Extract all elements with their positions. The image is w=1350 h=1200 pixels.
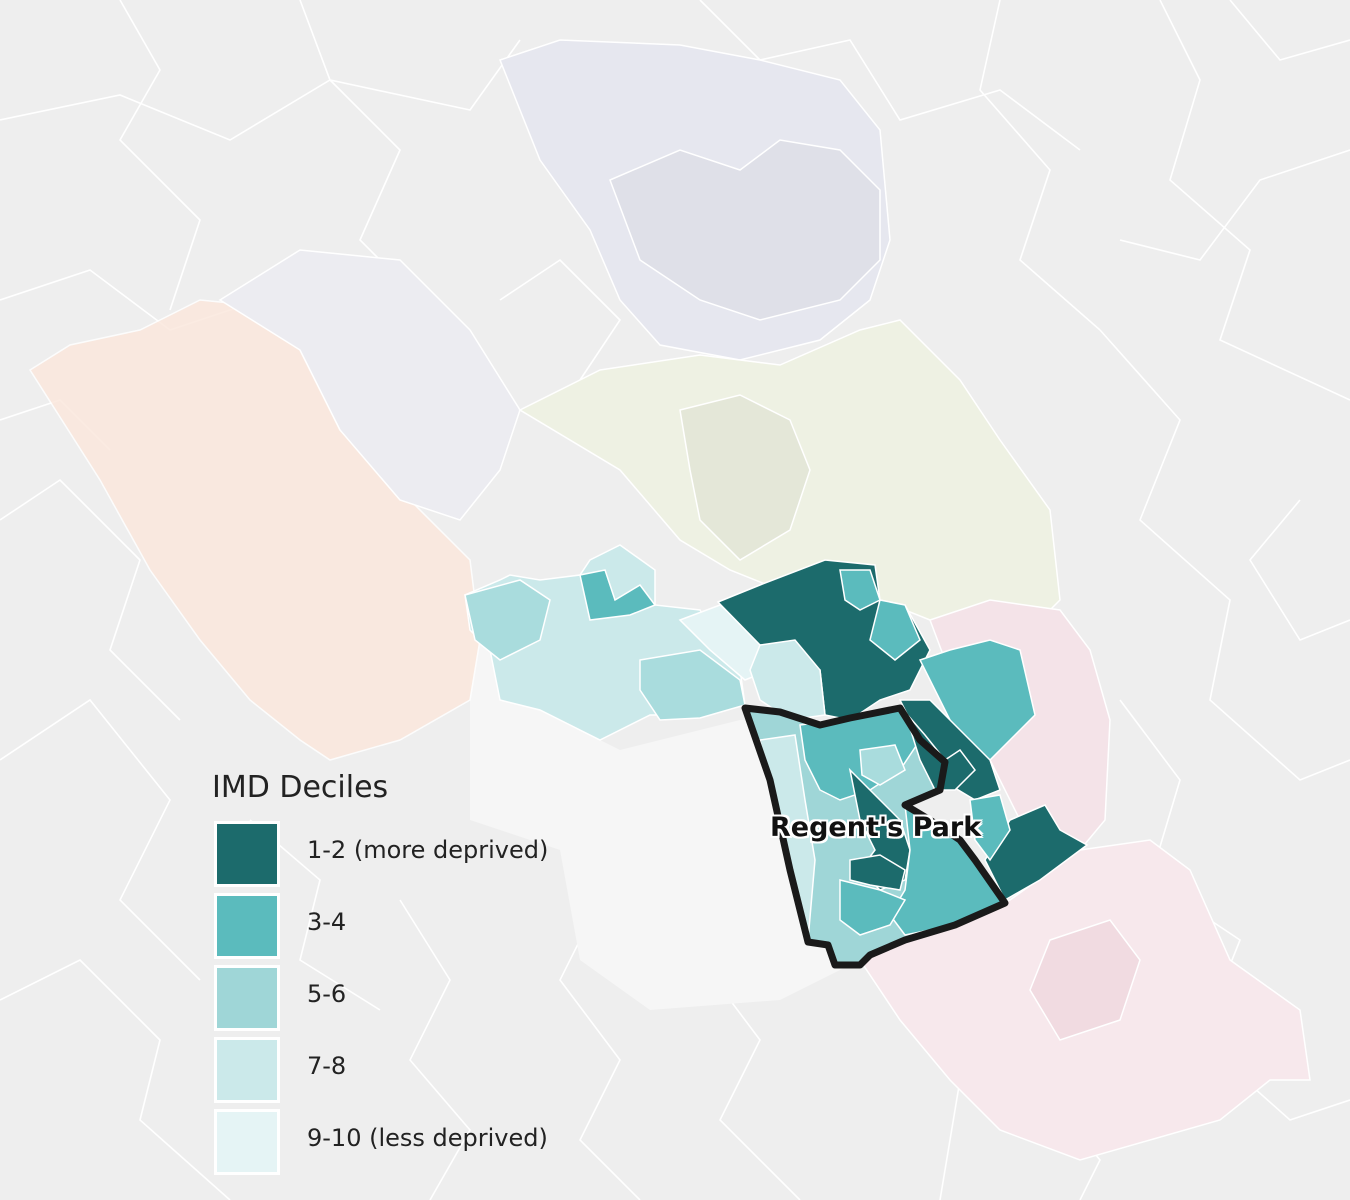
- legend-label: 7-8: [307, 1052, 347, 1080]
- area-east-decile-3-4-b: [969, 794, 1011, 862]
- legend-item: 3-4: [212, 893, 612, 965]
- legend-label: 9-10 (less deprived): [307, 1124, 548, 1152]
- area-north-decile-3-4-a: [839, 569, 881, 611]
- area-north-decile-3-4-b: [869, 599, 921, 661]
- legend-item: 1-2 (more deprived): [212, 821, 612, 893]
- ward-decile-5-6-inner: [859, 744, 906, 786]
- regents-park-boundary: [741, 704, 1009, 969]
- legend-swatch: [214, 1037, 280, 1103]
- legend-item: 7-8: [212, 1037, 612, 1109]
- faded-ward-northwest-2: [218, 249, 521, 521]
- faded-ward-northeast-inner: [679, 394, 811, 561]
- legend-label: 3-4: [307, 908, 347, 936]
- legend-label: 1-2 (more deprived): [307, 836, 549, 864]
- regents-park-label: Regent's Park: [770, 812, 982, 843]
- faded-ward-north-inner: [609, 139, 881, 321]
- central-light-area: [470, 600, 860, 1010]
- faded-ward-southeast-inner: [1029, 919, 1141, 1041]
- legend: IMD Deciles 1-2 (more deprived) 3-4 5-6 …: [212, 770, 612, 1181]
- legend-swatch: [214, 893, 280, 959]
- legend-swatch: [214, 965, 280, 1031]
- ward-decile-1-2-south: [849, 854, 906, 891]
- ward-decile-3-4-south: [839, 879, 907, 936]
- legend-item: 9-10 (less deprived): [212, 1109, 612, 1181]
- area-southeast-decile-1-2: [984, 804, 1089, 902]
- legend-swatch: [214, 1109, 280, 1175]
- legend-item: 5-6: [212, 965, 612, 1037]
- ward-decile-1-2-northeast: [904, 711, 976, 791]
- area-west-decile-5-6-b: [639, 649, 746, 721]
- area-west-decile-5-6-a: [464, 579, 551, 661]
- legend-label: 5-6: [307, 980, 347, 1008]
- legend-title: IMD Deciles: [212, 770, 389, 805]
- legend-swatch: [214, 821, 280, 887]
- area-west-decile-3-4: [579, 569, 657, 621]
